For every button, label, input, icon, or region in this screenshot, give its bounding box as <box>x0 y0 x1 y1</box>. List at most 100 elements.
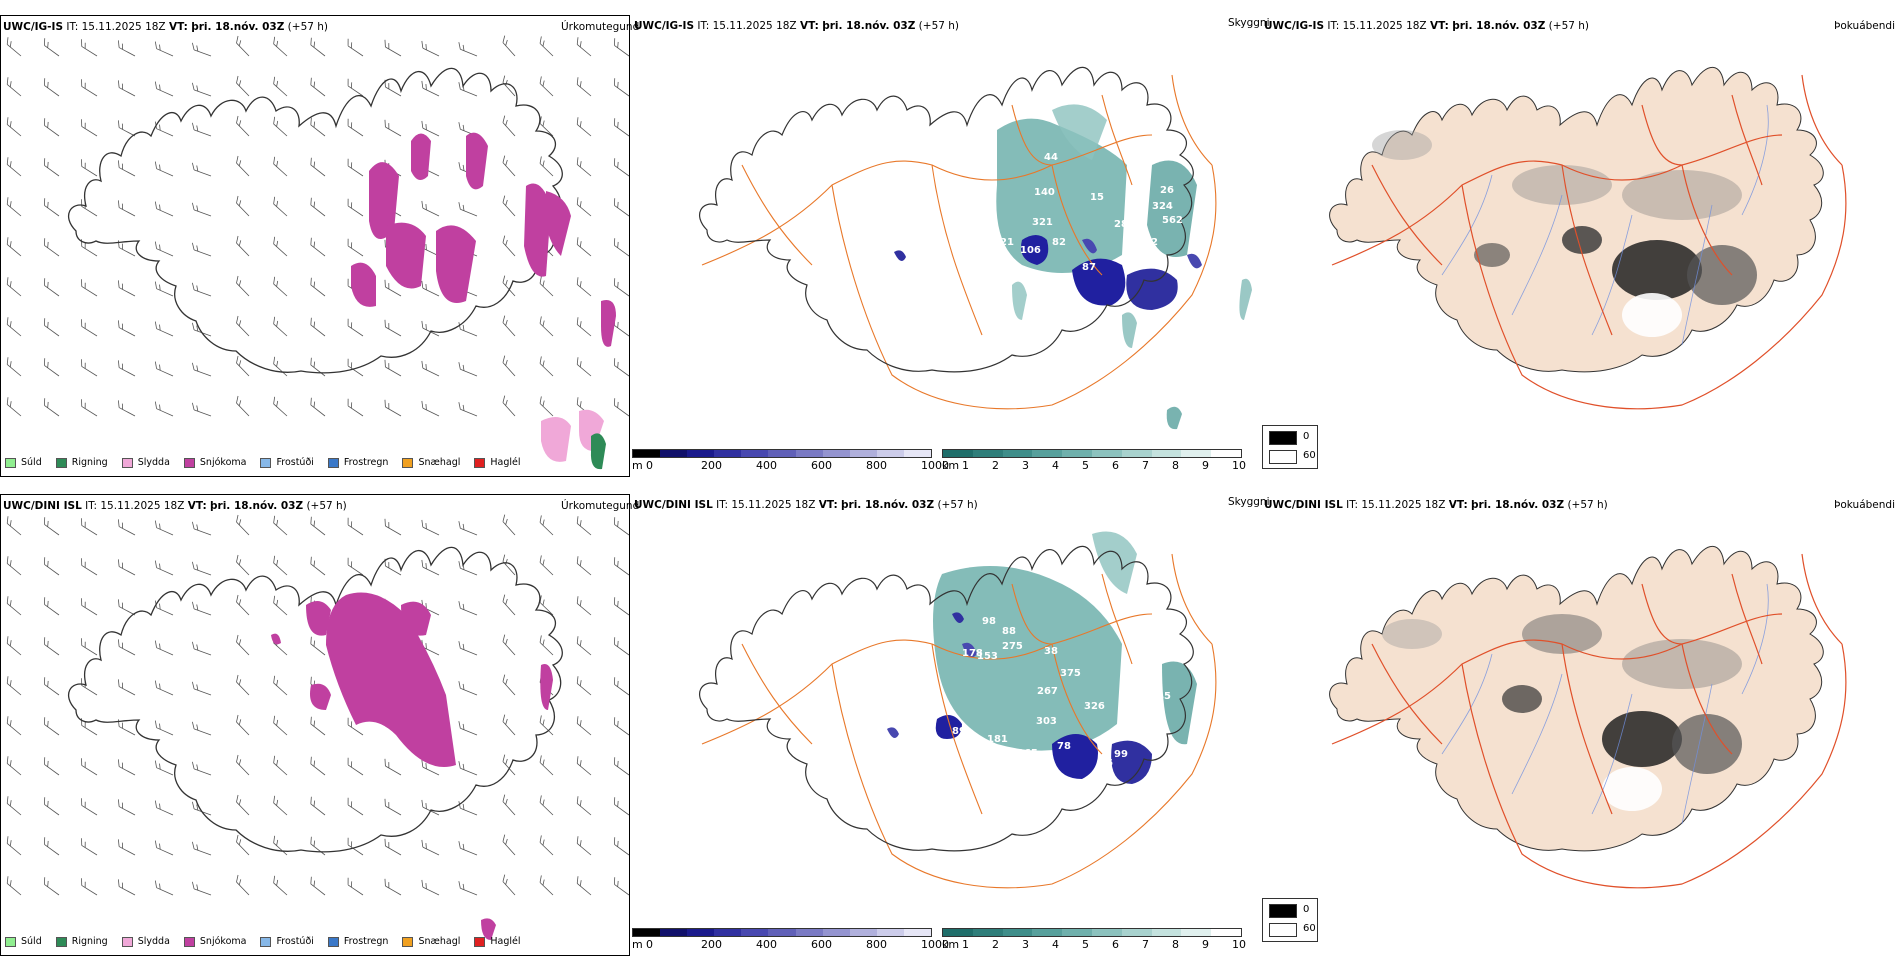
colorbar-tick: 2 <box>992 938 999 951</box>
visibility-value-label: 275 <box>1002 641 1023 652</box>
legend-swatch <box>55 457 67 468</box>
fog-legend: 0 60 <box>1262 898 1318 942</box>
colorbar-tick: 200 <box>701 938 722 951</box>
visibility-value-label: 284 <box>1114 219 1135 230</box>
colorbar-tick: 9 <box>1202 459 1209 472</box>
legend-swatch <box>402 457 414 468</box>
rivers <box>1441 583 1769 825</box>
panel-title: UWC/DINI ISL IT: 15.11.2025 18Z VT: þri.… <box>634 499 978 511</box>
panel-field-label: Þokuábendi <box>1834 499 1895 511</box>
snow-areas <box>271 592 553 940</box>
visibility-value-label: 562 <box>1162 215 1183 226</box>
colorbar-tick: 8 <box>1172 459 1179 472</box>
colorbar-tick: 800 <box>866 938 887 951</box>
panel-field-label: Þokuábendi <box>1834 20 1895 32</box>
colorbar-tick: 5 <box>1082 938 1089 951</box>
visibility-value-label: 181 <box>987 734 1008 745</box>
cloud-base-colorbar: 0 200 400 600 800 1000 m <box>632 928 949 951</box>
visibility-value-label: 324 <box>1152 201 1173 212</box>
iceland-outline <box>67 67 563 374</box>
visibility-value-label: 321 <box>1032 217 1053 228</box>
colorbar-tick: 1 <box>962 459 969 472</box>
visibility-panel-top: UWC/IG-IS IT: 15.11.2025 18Z VT: þri. 18… <box>632 15 1318 477</box>
visibility-panel-bottom: UWC/DINI ISL IT: 15.11.2025 18Z VT: þri.… <box>632 494 1318 956</box>
visibility-value-label: 96 <box>1099 758 1113 769</box>
visibility-value-label: 87 <box>1082 262 1096 273</box>
legend-swatch <box>474 457 486 468</box>
visibility-value-label: 15 <box>1090 192 1104 203</box>
colorbar-tick: 6 <box>1112 938 1119 951</box>
fog-legend: 0 60 <box>1262 425 1318 469</box>
visibility-areas <box>996 104 1252 430</box>
colorbar-tick: 0 <box>646 459 653 472</box>
visibility-value-label: 593 <box>1127 142 1148 153</box>
road-network <box>701 74 1217 410</box>
visibility-value-label: 12 <box>902 721 916 732</box>
colorbar-tick: 9 <box>1202 938 1209 951</box>
legend-swatch <box>327 457 339 468</box>
visibility-value-label: 22 <box>1144 237 1158 248</box>
colorbar-tick: 5 <box>1082 459 1089 472</box>
fog-panel-top: UWC/IG-IS IT: 15.11.2025 18Z VT: þri. 18… <box>1262 15 1895 477</box>
panel-field-label: Úrkomutegund <box>561 21 640 33</box>
colorbar-tick: 7 <box>1142 459 1149 472</box>
panel-title: UWC/DINI ISL IT: 15.11.2025 18Z VT: þri.… <box>1264 499 1608 511</box>
visibility-colorbar: 1 2 3 4 5 6 7 8 9 10 km <box>942 928 1246 951</box>
visibility-value-label: 303 <box>1036 716 1057 727</box>
visibility-value-label: 99 <box>1114 749 1128 760</box>
panel-title: UWC/DINI ISL IT: 15.11.2025 18Z VT: þri.… <box>3 500 347 512</box>
fog-shading <box>1382 614 1742 811</box>
colorbar-tick: 10 <box>1232 938 1246 951</box>
legend-swatch <box>260 457 272 468</box>
visibility-value-label: 140 <box>1034 187 1055 198</box>
visibility-areas <box>933 531 1197 751</box>
low-cloud-areas <box>887 612 1152 784</box>
colorbar-tick: 0 <box>646 938 653 951</box>
colorbar-tick: 3 <box>1022 459 1029 472</box>
visibility-value-label: 82 <box>1052 237 1066 248</box>
panel-field-label: Úrkomutegund <box>561 500 640 512</box>
iceland-land <box>1329 545 1824 852</box>
colorbar-tick: 7 <box>1142 938 1149 951</box>
colorbar-tick: 2 <box>992 459 999 472</box>
fog-shading <box>1372 130 1757 337</box>
colorbar-tick: 200 <box>701 459 722 472</box>
road-network <box>701 553 1217 889</box>
panel-title: UWC/IG-IS IT: 15.11.2025 18Z VT: þri. 18… <box>1264 20 1590 32</box>
visibility-value-label: 209 <box>950 157 971 168</box>
visibility-value-label: 26 <box>1160 185 1174 196</box>
colorbar-tick: 800 <box>866 459 887 472</box>
visibility-value-label: 44 <box>1044 152 1058 163</box>
legend-swatch <box>183 936 195 947</box>
colorbar-tick: 1000 <box>921 459 949 472</box>
colorbar-tick: 400 <box>756 459 777 472</box>
precip-type-legend: Súld Rigning Slydda Snjókoma Frostúði Fr… <box>5 457 521 468</box>
colorbar-tick: 4 <box>1052 459 1059 472</box>
fog-map <box>1329 66 1847 410</box>
precip-type-panel-top: UWC/IG-IS IT: 15.11.2025 18Z VT: þri. 18… <box>0 15 639 477</box>
iceland-outline <box>699 66 1194 373</box>
legend-swatch <box>260 936 272 947</box>
visibility-colorbar: 1 2 3 4 5 6 7 8 9 10 km <box>942 449 1246 472</box>
fog-panel-bottom: UWC/DINI ISL IT: 15.11.2025 18Z VT: þri.… <box>1262 494 1895 956</box>
legend-swatch <box>183 457 195 468</box>
colorbar-tick: 400 <box>756 938 777 951</box>
colorbar-tick: 1000 <box>921 938 949 951</box>
visibility-value-label: 104 <box>1122 245 1143 256</box>
road-network <box>1331 553 1847 889</box>
visibility-value-label: 10 <box>964 219 978 230</box>
visibility-value-label: 375 <box>1060 668 1081 679</box>
visibility-value-label: 38 <box>1044 646 1058 657</box>
visibility-value-label: 55 <box>897 175 911 186</box>
visibility-value-label: 78 <box>1057 741 1071 752</box>
fog-map <box>1329 545 1847 889</box>
legend-swatch <box>5 936 16 947</box>
iceland-outline <box>699 545 1194 852</box>
visibility-value-label: 14 <box>892 227 906 238</box>
low-cloud-areas <box>894 235 1202 310</box>
panel-title: UWC/IG-IS IT: 15.11.2025 18Z VT: þri. 18… <box>3 21 329 33</box>
panel-field-label: Skyggni <box>1228 17 1270 29</box>
